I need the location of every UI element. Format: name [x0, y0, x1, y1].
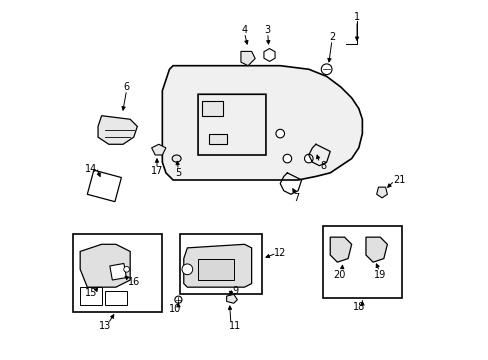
Polygon shape	[98, 116, 137, 144]
Circle shape	[123, 266, 129, 272]
Circle shape	[175, 296, 182, 303]
Text: 13: 13	[99, 321, 111, 332]
Text: 19: 19	[373, 270, 386, 280]
Text: 9: 9	[232, 286, 238, 296]
PathPatch shape	[162, 66, 362, 180]
Text: 6: 6	[123, 82, 129, 92]
Text: 20: 20	[332, 270, 345, 280]
Polygon shape	[365, 237, 386, 262]
Bar	[110, 264, 126, 280]
Bar	[87, 170, 121, 202]
Bar	[73, 234, 162, 312]
Text: 2: 2	[328, 32, 334, 42]
Circle shape	[304, 154, 312, 163]
Polygon shape	[329, 237, 351, 262]
Polygon shape	[183, 244, 251, 287]
Circle shape	[275, 129, 284, 138]
Text: 7: 7	[293, 193, 299, 203]
Circle shape	[321, 64, 331, 75]
Bar	[208, 134, 226, 144]
Bar	[105, 291, 126, 305]
Text: 8: 8	[319, 161, 325, 171]
Text: 1: 1	[353, 13, 359, 22]
Ellipse shape	[182, 264, 192, 275]
Text: 10: 10	[168, 303, 181, 314]
Polygon shape	[376, 187, 386, 198]
Bar	[323, 226, 401, 298]
Ellipse shape	[172, 155, 181, 162]
Text: 4: 4	[241, 25, 247, 35]
Bar	[180, 234, 262, 294]
Text: 5: 5	[175, 168, 181, 178]
Bar	[201, 102, 223, 116]
Polygon shape	[241, 51, 255, 66]
Text: 3: 3	[264, 25, 270, 35]
Polygon shape	[226, 294, 237, 303]
Text: 11: 11	[229, 321, 241, 332]
Polygon shape	[80, 244, 130, 287]
Text: 17: 17	[150, 166, 163, 176]
Text: 16: 16	[127, 277, 140, 287]
Text: 15: 15	[84, 288, 97, 297]
Bar	[198, 258, 233, 280]
Text: 14: 14	[84, 164, 97, 174]
Circle shape	[283, 154, 291, 163]
Text: 18: 18	[352, 302, 364, 312]
Text: 21: 21	[393, 175, 405, 185]
Bar	[80, 287, 102, 305]
Text: 12: 12	[273, 248, 286, 258]
Polygon shape	[151, 144, 165, 155]
